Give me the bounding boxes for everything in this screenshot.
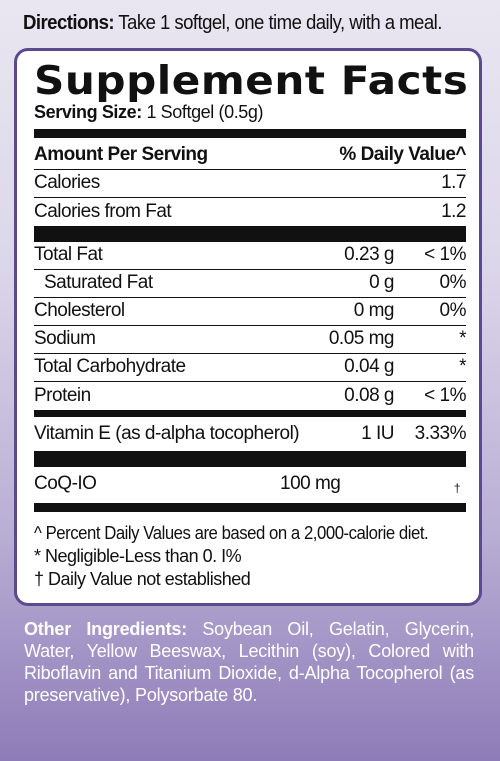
serving-size: Serving Size: 1 Softgel (0.5g) [34,102,466,123]
row-amount: 1 IU [361,423,394,444]
row-dv: † [453,481,461,495]
supplement-facts: Supplement Facts Serving Size: 1 Softgel… [34,60,468,591]
other-ingredients: Other Ingredients: Soybean Oil, Gelatin,… [24,618,474,706]
row-amount: 0.08 g [344,385,394,406]
footnote: † Daily Value not established [34,569,251,589]
row-name: Cholesterol [34,300,125,321]
row-dv: < 1% [424,244,466,265]
row-dv: 0% [439,272,467,293]
row-name: CoQ-IO [34,473,97,494]
row-name: Vitamin E (as d-alpha tocopherol) [34,423,300,444]
other-ingredients-text: Soybean Oil, Gelatin, Glycerin, Water, Y… [24,619,474,705]
footnotes: ^ Percent Daily Values are based on a 2,… [34,522,466,591]
serving-label: Serving Size: [34,102,142,122]
table-row: Total Fat 0.23 g < 1% [34,242,467,270]
table-row: Sodium 0.05 mg * [34,326,467,354]
table-row: Cholesterol 0 mg 0% [34,298,467,326]
divider-thick [34,451,466,467]
supplement-facts-panel [14,48,482,606]
row-dv: * [459,328,466,349]
table-row: Total Carbohydrate 0.04 g * [34,354,467,382]
row-name: Total Fat [34,244,103,265]
row-dv: < 1% [424,385,466,406]
row-value: 1.2 [441,201,466,222]
footnote: * Negligible-Less than 0. I% [34,546,242,566]
other-ingredients-label: Other Ingredients: [24,619,187,639]
table-row: Calories 1.7 [34,170,467,198]
row-amount: 0.05 mg [328,328,395,349]
row-amount: 100 mg [280,473,341,494]
table-row: Vitamin E (as d-alpha tocopherol) 1 IU 3… [34,417,467,451]
table-row: Saturated Fat 0 g 0% [34,270,467,298]
serving-value: 1 Softgel (0.5g) [141,102,264,122]
row-name: Protein [34,385,91,406]
directions-text: Directions: Take 1 softgel, one time dai… [23,12,451,35]
row-name: Total Carbohydrate [34,356,186,377]
divider-thick [34,129,466,138]
row-name: Saturated Fat [44,272,153,293]
directions-label: Directions: [23,12,115,34]
table-row: CoQ-IO 100 mg † [34,467,466,501]
divider-thick [34,410,466,417]
row-name: Calories from Fat [34,201,172,222]
row-dv: * [459,356,466,377]
divider-thick [34,226,466,242]
row-amount: 0 mg [353,300,395,321]
row-name: Calories [34,172,100,193]
table-header: Amount Per Serving % Daily Value^ [34,138,467,170]
facts-title: Supplement Facts [34,59,469,104]
row-amount: 0.04 g [344,356,394,377]
row-name: Sodium [34,328,96,349]
table-row: Calories from Fat 1.2 [34,198,467,226]
table-row: Protein 0.08 g < 1% [34,382,467,410]
footnote: ^ Percent Daily Values are based on a 2,… [34,523,429,543]
row-amount: 0.23 g [344,244,394,265]
row-value: 1.7 [441,172,466,193]
divider-thick [34,503,466,512]
header-amount: Amount Per Serving [34,144,208,165]
header-daily-value: % Daily Value^ [339,144,466,165]
row-dv: 0% [439,300,467,321]
row-amount: 0 g [369,272,394,293]
directions-body: Take 1 softgel, one time daily, with a m… [114,12,442,34]
row-dv: 3.33% [414,423,467,444]
